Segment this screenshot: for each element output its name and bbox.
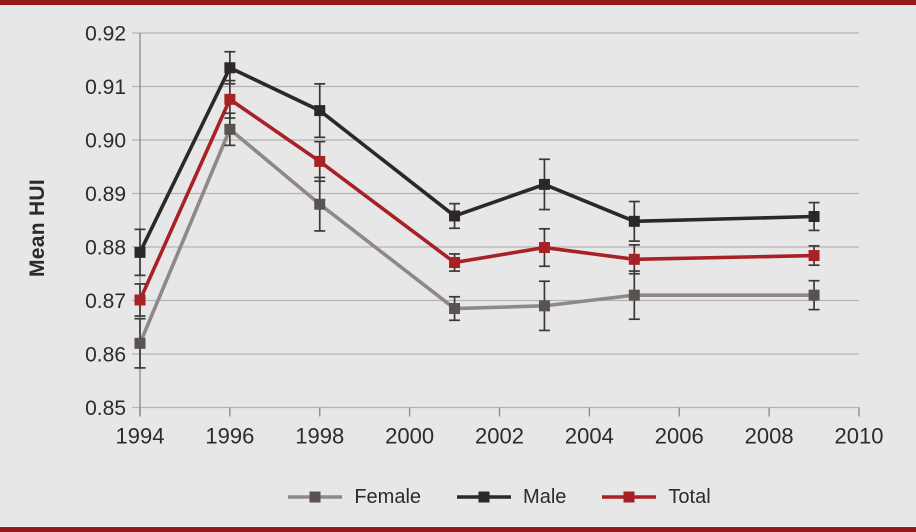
legend: Female Male Total <box>140 480 859 514</box>
data-point-marker-female <box>808 289 820 301</box>
top-border-bar <box>0 0 916 5</box>
data-point-marker-male <box>314 105 326 117</box>
data-point-marker-female <box>449 303 461 315</box>
x-tick-label: 2010 <box>835 424 884 449</box>
data-point-marker-male <box>449 210 461 222</box>
data-point-marker-total <box>449 257 461 269</box>
data-point-marker-total <box>224 93 236 105</box>
y-tick-label: 0.89 <box>85 183 126 206</box>
x-tick-label: 2000 <box>385 424 434 449</box>
legend-item-total: Total <box>602 485 711 509</box>
y-tick-label: 0.86 <box>85 344 126 367</box>
x-tick-label: 2008 <box>745 424 794 449</box>
x-tick-label: 1998 <box>295 424 344 449</box>
x-tick-label: 1994 <box>116 424 165 449</box>
y-tick-label: 0.88 <box>85 237 126 260</box>
y-tick-label: 0.91 <box>85 76 126 99</box>
x-tick-label: 2006 <box>655 424 704 449</box>
legend-item-female: Female <box>288 486 421 509</box>
data-point-marker-male <box>808 211 820 223</box>
data-point-marker-female <box>538 300 550 312</box>
legend-label-female: Female <box>354 485 422 508</box>
data-point-marker-total <box>628 253 640 265</box>
data-point-marker-female <box>224 123 236 135</box>
data-point-marker-total <box>314 155 326 167</box>
y-tick-label: 0.87 <box>85 290 126 313</box>
data-point-marker-total <box>134 294 146 306</box>
bottom-border-bar <box>0 526 916 532</box>
data-point-marker-male <box>628 215 640 227</box>
legend-item-male: Male <box>457 486 566 509</box>
legend-marker-male-icon <box>457 491 512 503</box>
y-tick-label: 0.92 <box>85 23 126 46</box>
data-point-marker-male <box>134 246 146 258</box>
y-tick-label: 0.85 <box>85 397 126 420</box>
legend-marker-female-icon <box>288 491 343 503</box>
data-point-marker-male <box>224 62 236 74</box>
x-tick-label: 1996 <box>205 424 254 449</box>
y-tick-label: 0.90 <box>85 130 126 153</box>
legend-label-male: Male <box>523 485 567 508</box>
x-tick-label: 2002 <box>475 424 524 449</box>
x-tick-label: 2004 <box>565 424 614 449</box>
data-point-marker-total <box>538 242 550 254</box>
series-line-male <box>138 65 815 254</box>
series-line-total <box>138 96 815 301</box>
legend-label-total: Total <box>668 485 711 508</box>
data-point-marker-female <box>134 337 146 349</box>
data-point-marker-female <box>314 198 326 210</box>
legend-marker-total-icon <box>602 491 657 503</box>
data-point-marker-total <box>808 250 820 262</box>
series-line-female <box>138 126 815 344</box>
data-point-marker-male <box>538 178 550 190</box>
data-point-marker-female <box>628 289 640 301</box>
